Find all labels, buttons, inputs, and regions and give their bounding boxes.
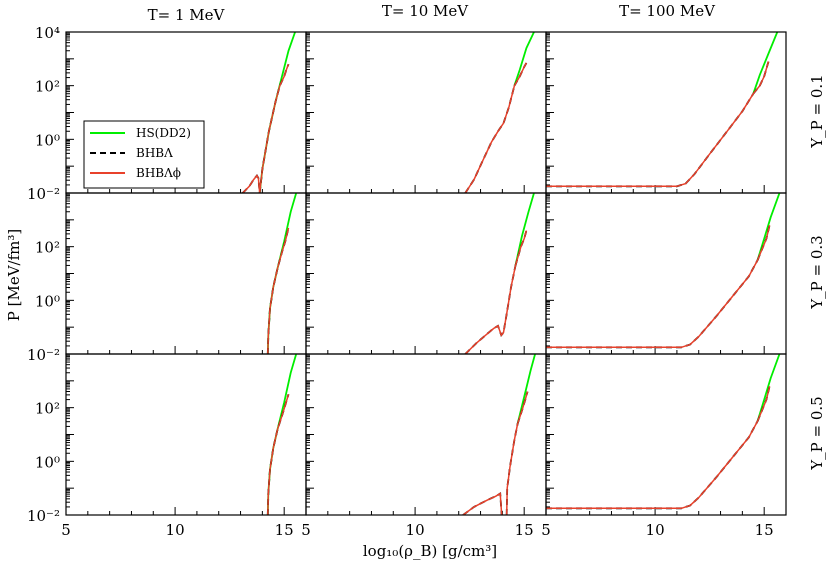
panel-frame bbox=[545, 31, 787, 194]
panel-frame bbox=[305, 31, 547, 194]
series-bhb-lambda-phi-line bbox=[546, 225, 771, 349]
y-tick-label: 10² bbox=[35, 400, 60, 418]
panel: 10⁻² 10⁰ 10² 5 10 15 bbox=[27, 353, 307, 539]
series-bhb-lambda-phi-line bbox=[546, 61, 770, 188]
panel-frame bbox=[305, 192, 547, 355]
x-tick-label: 10 bbox=[406, 521, 425, 539]
panel-frame bbox=[545, 353, 787, 516]
series-bhb-lambda-line bbox=[546, 385, 771, 510]
y-tick-label: 10⁰ bbox=[35, 131, 60, 149]
column-title: T= 1 MeV bbox=[148, 6, 226, 24]
series-bhb-lambda-line bbox=[266, 394, 290, 515]
panel-plot-area bbox=[266, 193, 298, 354]
row-label: Y_P = 0.5 bbox=[808, 396, 826, 470]
series-hs-dd2-line bbox=[516, 354, 536, 425]
series-bhb-lambda-phi-line bbox=[267, 227, 290, 354]
series-bhb-lambda-line bbox=[546, 224, 771, 349]
series-bhb-lambda-phi-line bbox=[242, 63, 290, 193]
series-bhb-lambda-line bbox=[266, 227, 290, 354]
series-hs-dd2-line bbox=[266, 354, 298, 515]
x-tick-label: 15 bbox=[275, 521, 294, 539]
legend-label: BHBΛ bbox=[136, 146, 173, 160]
panel bbox=[305, 31, 547, 194]
labels-layer: T= 1 MeV T= 10 MeV T= 100 MeV log₁₀(ρ_B)… bbox=[5, 2, 826, 560]
panel: 5 10 15 bbox=[541, 353, 787, 539]
x-tick-label: 5 bbox=[541, 521, 551, 539]
series-hs-dd2-line bbox=[756, 354, 781, 422]
y-tick-label: 10⁻² bbox=[27, 185, 60, 203]
panel-plot-area bbox=[546, 354, 781, 510]
panel-frame bbox=[65, 353, 307, 516]
series-bhb-lambda-phi-line bbox=[464, 230, 528, 354]
series-hs-dd2-line bbox=[514, 193, 535, 266]
y-tick-label: 10⁻² bbox=[27, 507, 60, 525]
series-bhb-lambda-phi-line bbox=[546, 386, 771, 510]
x-tick-label: 5 bbox=[61, 521, 71, 539]
y-tick-label: 10⁻² bbox=[27, 346, 60, 364]
column-title: T= 10 MeV bbox=[382, 2, 469, 20]
column-title: T= 100 MeV bbox=[619, 2, 716, 20]
series-hs-dd2-line bbox=[258, 32, 296, 193]
series-bhb-lambda-phi-line bbox=[462, 391, 529, 515]
x-tick-label: 10 bbox=[646, 521, 665, 539]
panel-frame bbox=[65, 192, 307, 355]
panel-plot-area bbox=[462, 354, 536, 515]
x-tick-label: 15 bbox=[755, 521, 774, 539]
y-axis-label: P [MeV/fm³] bbox=[5, 229, 23, 321]
y-tick-label: 10⁰ bbox=[35, 292, 60, 310]
legend: HS(DD2) BHBΛ BHBΛϕ bbox=[83, 120, 205, 189]
row-label: Y_P = 0.3 bbox=[808, 235, 826, 309]
panel-frame bbox=[305, 353, 547, 516]
panel-plot-area bbox=[464, 193, 535, 354]
panel bbox=[305, 192, 547, 355]
panel bbox=[545, 192, 787, 355]
y-tick-label: 10² bbox=[35, 239, 60, 257]
x-tick-label: 5 bbox=[301, 521, 311, 539]
legend-label: BHBΛϕ bbox=[136, 166, 181, 180]
panel-plot-area bbox=[464, 32, 535, 193]
series-hs-dd2-line bbox=[513, 32, 535, 86]
panel-plot-area bbox=[266, 354, 298, 515]
series-hs-dd2-line bbox=[752, 32, 779, 94]
panel-plot-area bbox=[546, 32, 779, 188]
series-hs-dd2-line bbox=[266, 193, 298, 354]
y-tick-label: 10² bbox=[35, 78, 60, 96]
series-bhb-lambda-phi-line bbox=[464, 62, 528, 193]
panel bbox=[545, 31, 787, 194]
panel-plot-area bbox=[546, 193, 781, 349]
x-axis-label: log₁₀(ρ_B) [g/cm³] bbox=[363, 542, 497, 560]
y-tick-label: 10⁰ bbox=[35, 453, 60, 471]
series-bhb-lambda-line bbox=[464, 62, 528, 193]
x-tick-label: 15 bbox=[515, 521, 534, 539]
panel: 10⁻² 10⁰ 10² bbox=[27, 192, 307, 364]
series-bhb-lambda-line bbox=[546, 61, 770, 188]
x-tick-label: 10 bbox=[166, 521, 185, 539]
series-bhb-lambda-phi-line bbox=[267, 394, 290, 515]
row-label: Y_P = 0.1 bbox=[808, 74, 826, 148]
panel-plot-area bbox=[242, 32, 296, 193]
series-bhb-lambda-line bbox=[464, 230, 528, 354]
legend-label: HS(DD2) bbox=[136, 126, 191, 140]
y-tick-label: 10⁴ bbox=[35, 24, 60, 42]
series-hs-dd2-line bbox=[756, 193, 781, 261]
panel: 5 10 15 bbox=[301, 353, 547, 539]
